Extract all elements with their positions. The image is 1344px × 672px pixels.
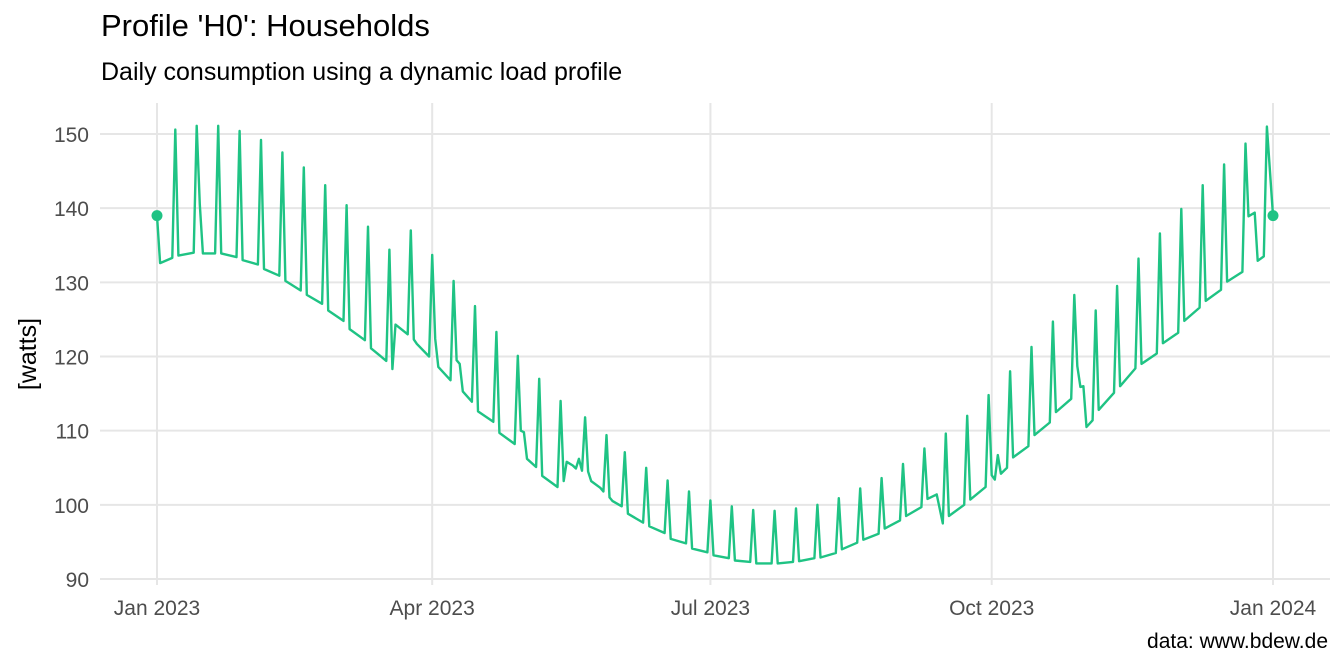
x-tick-label: Jan 2024 (1230, 597, 1317, 620)
x-tick-label: Jan 2023 (114, 597, 200, 620)
endpoint-marker (151, 210, 163, 222)
y-axis-label: [watts] (14, 318, 42, 390)
y-tick-label: 120 (54, 347, 89, 370)
chart-subtitle: Daily consumption using a dynamic load p… (101, 58, 623, 86)
y-tick-label: 100 (54, 495, 89, 518)
y-tick-label: 130 (54, 272, 89, 295)
endpoint-markers (151, 210, 1279, 222)
y-tick-label: 90 (66, 569, 89, 592)
data-source-caption: data: www.bdew.de (1147, 630, 1328, 653)
series-layer (155, 124, 1275, 565)
y-tick-label: 110 (56, 421, 89, 444)
chart-title: Profile 'H0': Households (101, 8, 430, 43)
y-tick-label: 140 (54, 198, 89, 221)
x-tick-label: Jul 2023 (671, 597, 750, 620)
x-tick-label: Apr 2023 (390, 597, 475, 620)
x-gridlines (156, 103, 1274, 585)
y-tick-labels: 90 100 110 120 130 140 150 (54, 124, 89, 592)
consumption-line (155, 124, 1275, 565)
y-gridlines (100, 133, 1330, 580)
y-tick-label: 150 (54, 124, 89, 147)
x-tick-labels: Jan 2023 Apr 2023 Jul 2023 Oct 2023 Jan 2024 (114, 597, 1317, 620)
x-tick-label: Oct 2023 (949, 597, 1034, 620)
endpoint-marker (1267, 210, 1279, 222)
